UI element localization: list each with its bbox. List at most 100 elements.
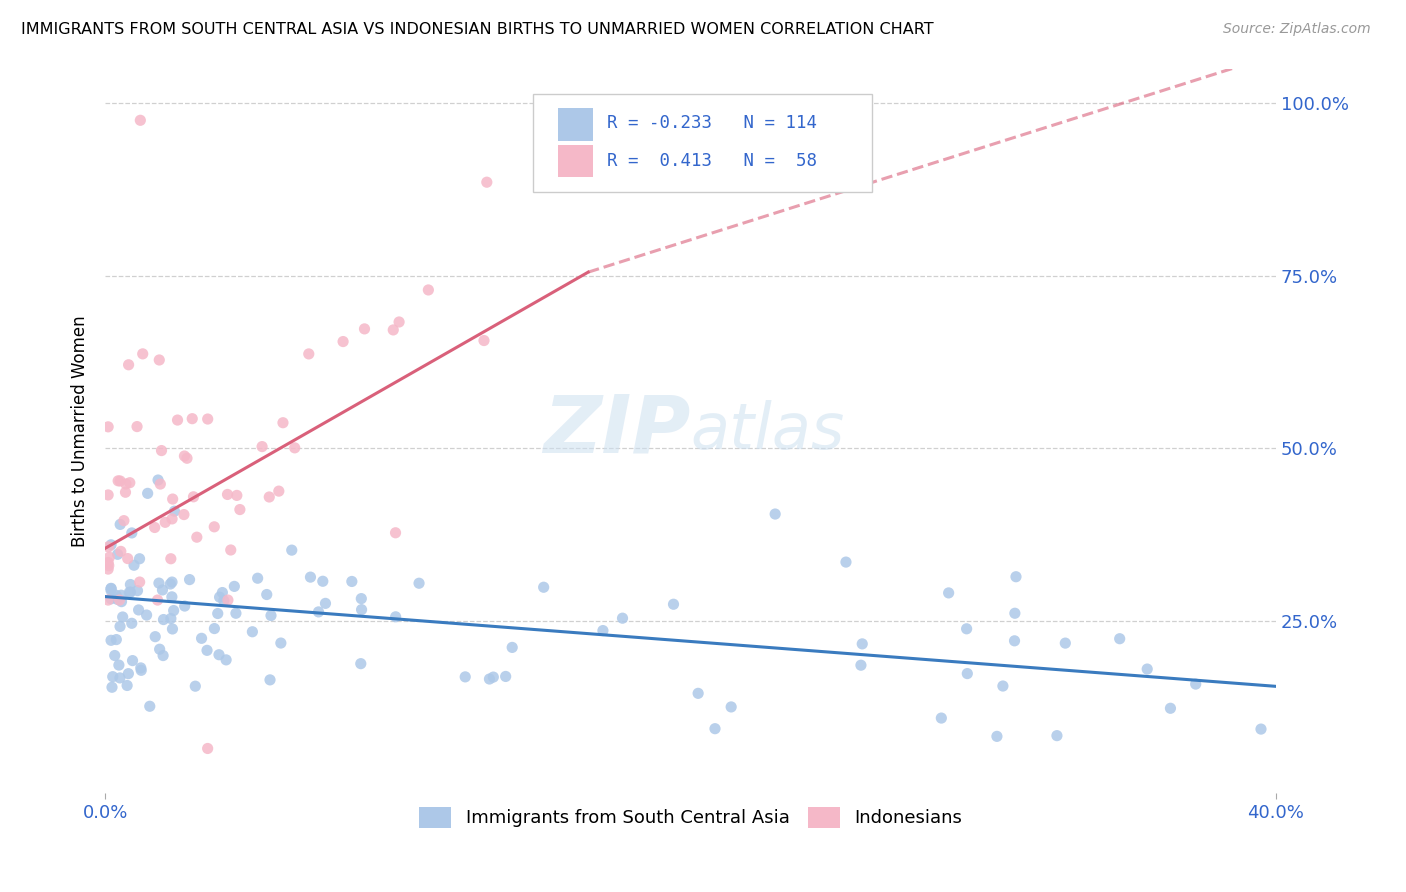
Point [186, 530, 208, 544]
Point [152, 613, 174, 627]
Point [242, 624, 264, 639]
Point [132, 347, 155, 361]
Point [314, 596, 336, 610]
Point [128, 551, 150, 566]
Point [202, 622, 225, 636]
Point [163, 504, 186, 518]
Point [100, 582, 122, 596]
Point [284, 441, 307, 455]
Point [475, 175, 498, 189]
Point [146, 473, 169, 487]
Point [97, 556, 120, 570]
Point [173, 599, 195, 613]
Point [190, 632, 212, 646]
Text: Source: ZipAtlas.com: Source: ZipAtlas.com [1223, 22, 1371, 37]
Point [101, 680, 124, 694]
Point [183, 490, 205, 504]
Point [115, 678, 138, 692]
Point [763, 507, 786, 521]
Point [1046, 729, 1069, 743]
Point [225, 488, 247, 502]
Point [108, 593, 131, 607]
Point [97, 593, 120, 607]
Point [197, 412, 219, 426]
Point [160, 551, 183, 566]
Point [97, 488, 120, 502]
Point [353, 322, 375, 336]
Point [110, 544, 132, 558]
Point [128, 603, 150, 617]
Point [120, 585, 142, 599]
Point [212, 593, 235, 607]
Text: IMMIGRANTS FROM SOUTH CENTRAL ASIA VS INDONESIAN BIRTHS TO UNMARRIED WOMEN CORRE: IMMIGRANTS FROM SOUTH CENTRAL ASIA VS IN… [21, 22, 934, 37]
Point [100, 582, 122, 596]
Point [482, 670, 505, 684]
Point [259, 673, 281, 687]
Point [97, 420, 120, 434]
Point [122, 558, 145, 573]
Point [931, 711, 953, 725]
Point [149, 477, 172, 491]
Y-axis label: Births to Unmarried Women: Births to Unmarried Women [72, 315, 89, 547]
Point [107, 474, 129, 488]
Point [181, 411, 204, 425]
Point [308, 605, 330, 619]
Point [849, 658, 872, 673]
Point [160, 512, 183, 526]
Point [118, 585, 141, 599]
Point [97, 562, 120, 576]
Point [938, 586, 960, 600]
Point [120, 577, 142, 591]
Point [97, 540, 120, 554]
Point [105, 588, 128, 602]
Point [121, 616, 143, 631]
Point [388, 315, 411, 329]
Point [299, 570, 322, 584]
Point [108, 517, 131, 532]
Point [215, 653, 238, 667]
Point [98, 550, 121, 565]
Point [207, 607, 229, 621]
Point [114, 485, 136, 500]
Point [104, 648, 127, 663]
Point [135, 608, 157, 623]
Point [100, 591, 122, 606]
Point [1184, 677, 1206, 691]
Point [350, 602, 373, 616]
Point [162, 491, 184, 506]
Point [121, 654, 143, 668]
Point [495, 669, 517, 683]
Point [148, 576, 170, 591]
Point [143, 520, 166, 534]
Point [179, 573, 201, 587]
Point [267, 484, 290, 499]
Point [350, 657, 373, 671]
Point [173, 449, 195, 463]
Legend: Immigrants from South Central Asia, Indonesians: Immigrants from South Central Asia, Indo… [412, 800, 970, 835]
Point [105, 632, 128, 647]
Point [136, 486, 159, 500]
Point [110, 594, 132, 608]
Point [108, 474, 131, 488]
Point [478, 672, 501, 686]
Point [259, 490, 281, 504]
Point [160, 590, 183, 604]
Point [418, 283, 440, 297]
FancyBboxPatch shape [558, 145, 593, 178]
Point [217, 487, 239, 501]
Point [152, 648, 174, 663]
Point [118, 475, 141, 490]
Point [1159, 701, 1181, 715]
Point [129, 113, 152, 128]
Point [125, 419, 148, 434]
Point [472, 334, 495, 348]
Point [225, 607, 247, 621]
Point [217, 593, 239, 607]
Point [160, 611, 183, 625]
Point [340, 574, 363, 589]
Point [956, 666, 979, 681]
Point [454, 670, 477, 684]
FancyBboxPatch shape [533, 94, 872, 192]
Point [1136, 662, 1159, 676]
Point [281, 543, 304, 558]
